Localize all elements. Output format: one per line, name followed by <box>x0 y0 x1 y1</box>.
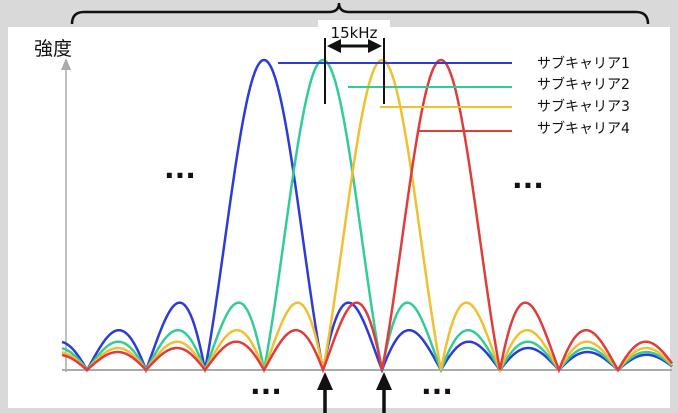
null-arrow-left-head <box>317 372 333 390</box>
legend-label-3: サブキャリア3 <box>537 98 630 115</box>
spacing-label: 15kHz <box>331 24 378 42</box>
subcarrier-curve-2 <box>61 58 673 374</box>
legend: サブキャリア1 サブキャリア2 サブキャリア3 サブキャリア4 <box>278 55 630 137</box>
subcarrier-curve-1 <box>61 58 673 374</box>
y-axis-label: 強度 <box>34 38 72 60</box>
ellipsis-bottom-left: ... <box>250 368 282 401</box>
top-brace <box>70 2 650 25</box>
legend-label-1: サブキャリア1 <box>537 55 630 72</box>
legend-label-2: サブキャリア2 <box>537 76 630 93</box>
ellipsis-left-middle: ... <box>164 152 196 185</box>
legend-label-4: サブキャリア4 <box>537 120 630 137</box>
subcarrier-curve-4 <box>61 58 673 374</box>
ellipsis-bottom-right: ... <box>421 368 453 401</box>
y-axis-arrowhead <box>61 58 71 70</box>
spacing-label-background <box>318 20 390 42</box>
subcarrier-curve-3 <box>61 58 673 374</box>
null-arrow-right-head <box>376 372 392 390</box>
spacing-arrowhead-left <box>327 39 341 53</box>
diagram-panel <box>8 27 670 408</box>
subcarrier-curves <box>61 58 673 374</box>
ellipsis-right-middle: ... <box>512 162 544 195</box>
spacing-arrowhead-right <box>368 39 382 53</box>
